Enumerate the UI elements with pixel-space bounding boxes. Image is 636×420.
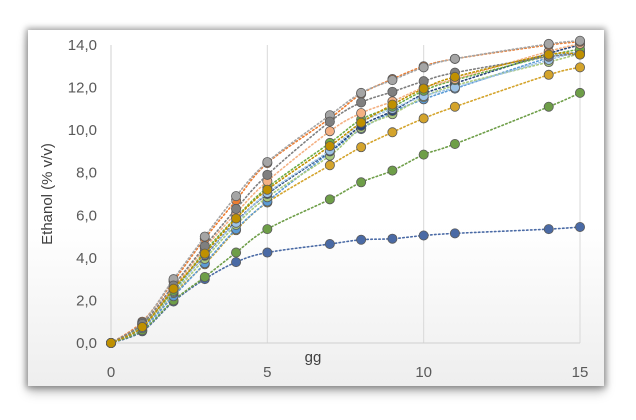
data-point bbox=[387, 233, 398, 244]
series-2 bbox=[106, 87, 586, 348]
data-point bbox=[575, 49, 586, 60]
data-point bbox=[356, 142, 367, 153]
series-line bbox=[110, 66, 581, 344]
data-point bbox=[449, 228, 460, 239]
y-tick-label: 14,0 bbox=[68, 37, 97, 54]
y-tick-label: 4,0 bbox=[76, 250, 97, 267]
series-line bbox=[110, 52, 581, 344]
data-point bbox=[543, 49, 554, 60]
data-point bbox=[324, 141, 335, 152]
data-point bbox=[418, 113, 429, 124]
series-line bbox=[110, 50, 581, 344]
data-point bbox=[449, 101, 460, 112]
data-point bbox=[168, 283, 179, 294]
data-point bbox=[418, 230, 429, 241]
data-point bbox=[231, 257, 242, 268]
x-tick-label: 10 bbox=[415, 364, 432, 381]
data-point bbox=[575, 87, 586, 98]
series-line bbox=[110, 51, 581, 344]
data-point bbox=[543, 101, 554, 112]
x-tick-label: 0 bbox=[107, 364, 115, 381]
data-point bbox=[387, 165, 398, 176]
data-point bbox=[231, 247, 242, 258]
data-point bbox=[543, 69, 554, 80]
data-point bbox=[356, 117, 367, 128]
y-tick-label: 12,0 bbox=[68, 80, 97, 97]
data-point bbox=[262, 184, 273, 195]
data-point bbox=[262, 247, 273, 258]
data-point bbox=[543, 224, 554, 235]
data-point bbox=[356, 177, 367, 188]
data-point bbox=[199, 248, 210, 259]
series-line bbox=[110, 44, 581, 344]
data-point bbox=[575, 62, 586, 73]
data-point bbox=[199, 231, 210, 242]
data-point bbox=[418, 62, 429, 73]
data-point bbox=[324, 116, 335, 127]
data-point bbox=[231, 191, 242, 202]
data-point bbox=[418, 83, 429, 94]
data-point bbox=[106, 337, 117, 348]
data-point bbox=[262, 169, 273, 180]
series-line bbox=[110, 43, 581, 344]
data-point bbox=[387, 75, 398, 86]
y-tick-label: 10,0 bbox=[68, 122, 97, 139]
series-line bbox=[110, 92, 581, 344]
y-tick-label: 6,0 bbox=[76, 207, 97, 224]
data-point bbox=[199, 272, 210, 283]
y-axis-ticks: 0,0 2,0 4,0 6,0 8,0 10,0 12,0 14,0 bbox=[68, 37, 97, 352]
series-layer bbox=[106, 35, 586, 348]
data-point bbox=[356, 108, 367, 119]
x-axis-ticks: 0 5 10 15 bbox=[107, 364, 589, 381]
data-point bbox=[387, 99, 398, 110]
data-point bbox=[137, 322, 148, 333]
chart-card bbox=[28, 30, 604, 386]
y-axis-title: Ethanol (% v/v) bbox=[39, 143, 56, 245]
series-line bbox=[110, 52, 581, 344]
y-tick-label: 2,0 bbox=[76, 292, 97, 309]
data-point bbox=[262, 224, 273, 235]
series-13 bbox=[106, 49, 586, 348]
data-point bbox=[324, 194, 335, 205]
data-point bbox=[449, 53, 460, 64]
data-point bbox=[324, 160, 335, 171]
data-point bbox=[387, 127, 398, 138]
data-point bbox=[387, 86, 398, 97]
data-point bbox=[231, 203, 242, 214]
series-line bbox=[110, 53, 581, 344]
data-point bbox=[449, 71, 460, 82]
y-tick-label: 0,0 bbox=[76, 335, 97, 352]
series-line bbox=[110, 48, 581, 344]
data-point bbox=[575, 35, 586, 46]
data-point bbox=[231, 213, 242, 224]
data-point bbox=[356, 234, 367, 245]
data-point bbox=[324, 239, 335, 250]
data-point bbox=[324, 126, 335, 137]
series-line bbox=[110, 39, 581, 344]
data-point bbox=[543, 38, 554, 49]
data-point bbox=[575, 221, 586, 232]
data-point bbox=[356, 97, 367, 108]
y-tick-label: 8,0 bbox=[76, 165, 97, 182]
x-tick-label: 15 bbox=[572, 364, 589, 381]
x-tick-label: 5 bbox=[263, 364, 271, 381]
x-axis-title: gg bbox=[305, 349, 322, 366]
data-point bbox=[418, 149, 429, 160]
data-point bbox=[262, 157, 273, 168]
data-point bbox=[356, 87, 367, 98]
data-point bbox=[449, 138, 460, 149]
